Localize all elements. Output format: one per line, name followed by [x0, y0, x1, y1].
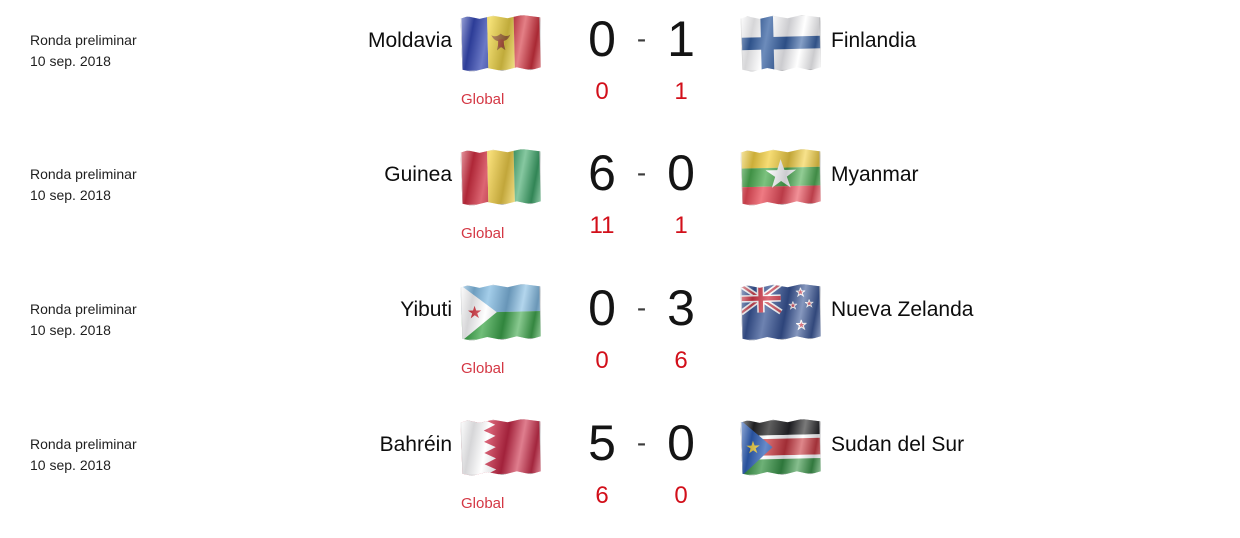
- score-separator: -: [636, 427, 647, 458]
- date-label: 10 sep. 2018: [30, 53, 111, 69]
- home-aggregate: 0: [595, 347, 609, 374]
- home-team-name: Moldavia: [367, 29, 452, 52]
- home-score: 6: [588, 145, 616, 201]
- flag-bahrein-icon: [460, 418, 541, 476]
- away-score: 0: [667, 415, 695, 471]
- home-aggregate: 6: [595, 482, 609, 509]
- flag-finlandia-icon: [740, 14, 821, 72]
- flag-moldavia-icon: [460, 14, 541, 72]
- home-score: 0: [588, 280, 616, 336]
- aggregate-label: Global: [461, 495, 505, 512]
- match-row[interactable]: Ronda preliminar 10 sep. 2018 Moldavia G…: [0, 0, 1240, 134]
- score: 6 - 0: [572, 146, 711, 200]
- score: 0 - 3: [572, 281, 711, 335]
- home-team-name: Yibuti: [400, 298, 452, 321]
- away-team-name: Sudan del Sur: [831, 433, 965, 456]
- flag-sudan-del-sur-icon: [740, 418, 821, 476]
- round-label: Ronda preliminar: [30, 166, 137, 182]
- round-label: Ronda preliminar: [30, 301, 137, 317]
- aggregate-label: Global: [461, 360, 505, 377]
- match-row[interactable]: Ronda preliminar 10 sep. 2018 Guinea Glo…: [0, 134, 1240, 268]
- away-score: 3: [667, 280, 695, 336]
- match-meta: Ronda preliminar 10 sep. 2018: [30, 30, 137, 72]
- home-aggregate: 11: [589, 212, 615, 239]
- away-aggregate: 6: [674, 347, 688, 374]
- away-team-name: Myanmar: [831, 163, 919, 186]
- score-separator: -: [636, 157, 647, 188]
- away-aggregate: 1: [674, 212, 688, 239]
- aggregate-label: Global: [461, 225, 505, 242]
- away-aggregate: 1: [674, 78, 688, 105]
- away-team-name: Nueva Zelanda: [831, 298, 974, 321]
- aggregate-label: Global: [461, 91, 505, 108]
- date-label: 10 sep. 2018: [30, 322, 111, 338]
- round-label: Ronda preliminar: [30, 436, 137, 452]
- score-separator: -: [636, 23, 647, 54]
- aggregate-score: 0 6: [572, 348, 711, 374]
- home-team-name: Guinea: [384, 163, 452, 186]
- date-label: 10 sep. 2018: [30, 187, 111, 203]
- flag-guinea-icon: [460, 148, 541, 206]
- match-meta: Ronda preliminar 10 sep. 2018: [30, 434, 137, 476]
- match-row[interactable]: Ronda preliminar 10 sep. 2018 Bahréin Gl…: [0, 404, 1240, 538]
- home-score: 5: [588, 415, 616, 471]
- away-team-name: Finlandia: [831, 29, 917, 52]
- score-separator: -: [636, 292, 647, 323]
- away-aggregate: 0: [674, 482, 688, 509]
- date-label: 10 sep. 2018: [30, 457, 111, 473]
- match-meta: Ronda preliminar 10 sep. 2018: [30, 299, 137, 341]
- aggregate-score: 6 0: [572, 483, 711, 509]
- match-meta: Ronda preliminar 10 sep. 2018: [30, 164, 137, 206]
- aggregate-score: 11 1: [572, 213, 711, 239]
- flag-nueva-zelanda-icon: [740, 283, 821, 341]
- home-score: 0: [588, 11, 616, 67]
- away-score: 0: [667, 145, 695, 201]
- match-row[interactable]: Ronda preliminar 10 sep. 2018 Yibuti Glo…: [0, 269, 1240, 403]
- score: 0 - 1: [572, 12, 711, 66]
- aggregate-score: 0 1: [572, 79, 711, 105]
- round-label: Ronda preliminar: [30, 32, 137, 48]
- away-score: 1: [667, 11, 695, 67]
- score: 5 - 0: [572, 416, 711, 470]
- flag-yibuti-icon: [460, 283, 541, 341]
- home-aggregate: 0: [595, 78, 609, 105]
- flag-myanmar-icon: [740, 148, 821, 206]
- home-team-name: Bahréin: [379, 433, 452, 456]
